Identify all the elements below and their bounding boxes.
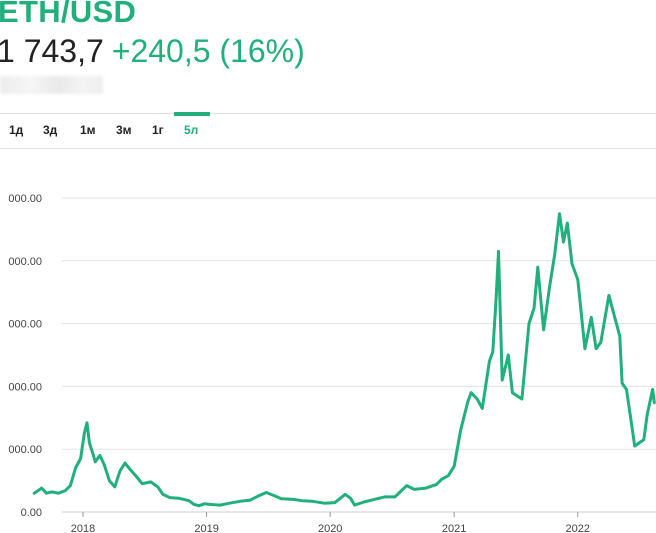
x-tick-label: 2018 bbox=[71, 523, 95, 533]
current-price: 1 743,7 bbox=[0, 33, 104, 69]
chart-series bbox=[32, 212, 656, 508]
price-line bbox=[32, 212, 656, 508]
x-axis-ticks: 2018 2019 2020 2021 2022 bbox=[71, 512, 590, 533]
tab-1y[interactable]: 1г bbox=[152, 123, 164, 137]
y-tick-label: 000.00 bbox=[8, 319, 42, 331]
tab-3d[interactable]: 3д bbox=[43, 123, 58, 137]
price-change: +240,5 (16%) bbox=[111, 33, 305, 69]
x-tick-label: 2022 bbox=[566, 523, 590, 533]
ticker-symbol: ETH/USD bbox=[0, 0, 137, 29]
y-tick-label: 000.00 bbox=[8, 381, 42, 393]
x-tick-label: 2020 bbox=[318, 523, 342, 533]
tab-1d[interactable]: 1д bbox=[9, 123, 24, 137]
x-tick-label: 2021 bbox=[442, 523, 466, 533]
active-tab-indicator bbox=[174, 112, 210, 116]
chart-grid: 0.00 000.00 000.00 000.00 000.00 000.00 bbox=[8, 193, 656, 519]
y-tick-label: 000.00 bbox=[8, 444, 42, 456]
tab-3m[interactable]: 3м bbox=[116, 123, 132, 137]
tabs-bottom-divider bbox=[0, 148, 656, 149]
y-tick-label: 000.00 bbox=[8, 193, 42, 205]
tab-5y[interactable]: 5л bbox=[184, 123, 199, 137]
tabs-top-divider bbox=[0, 113, 656, 114]
price-row: 1 743,7 +240,5 (16%) bbox=[0, 33, 305, 70]
blurred-placeholder bbox=[0, 76, 103, 94]
y-tick-label: 000.00 bbox=[8, 256, 42, 268]
x-tick-label: 2019 bbox=[194, 523, 218, 533]
tab-1m[interactable]: 1м bbox=[80, 123, 96, 137]
y-tick-label: 0.00 bbox=[21, 507, 42, 519]
